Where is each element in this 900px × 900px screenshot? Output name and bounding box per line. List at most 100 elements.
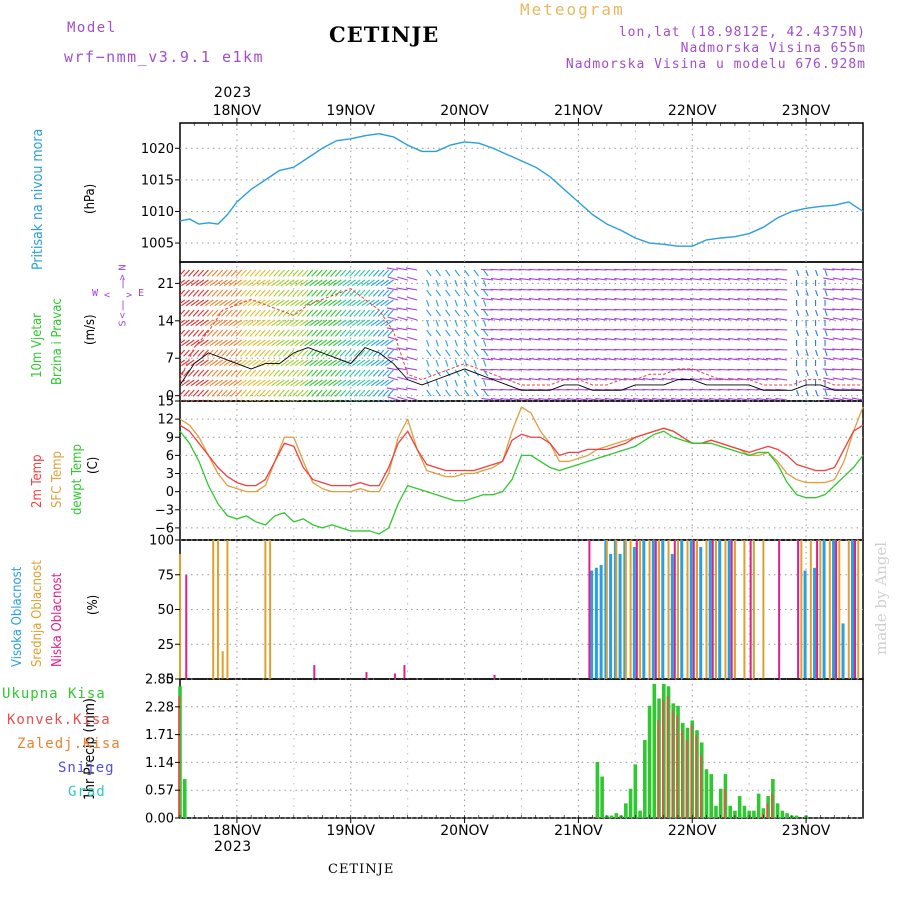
- wind-barb: [268, 269, 276, 277]
- wind-barb: [244, 289, 252, 297]
- wind-barb: [595, 277, 607, 281]
- wind-barb: [824, 389, 828, 397]
- wind-barb: [337, 279, 347, 287]
- wind-barb: [368, 289, 375, 297]
- wind-barb: [334, 289, 342, 297]
- wind-barb: [271, 359, 280, 367]
- total-rain-bar: [742, 805, 747, 818]
- wind-barb: [306, 309, 314, 317]
- wind-barb: [228, 279, 238, 287]
- wind-barb: [356, 279, 366, 287]
- wind-barb: [230, 369, 238, 377]
- wind-barb: [313, 339, 323, 347]
- wind-barb: [202, 289, 209, 297]
- total-rain-bar: [728, 805, 732, 818]
- wind-barb: [200, 339, 209, 347]
- wind-barb: [180, 319, 186, 325]
- wind-barb: [380, 359, 390, 367]
- wind-barb: [361, 359, 371, 367]
- wind-barb: [181, 279, 190, 287]
- cloud-bar: [667, 540, 670, 679]
- wind-barb: [841, 288, 854, 291]
- wind-barb: [363, 329, 371, 337]
- wind-barb: [266, 279, 276, 287]
- wind-barb: [435, 389, 442, 397]
- wind-barb: [233, 359, 242, 367]
- wind-barb: [337, 379, 347, 387]
- day-label-top: 19NOV: [326, 103, 375, 119]
- wind-barb: [328, 359, 337, 367]
- wind-barb: [219, 339, 228, 347]
- wind-barb: [219, 359, 228, 367]
- wind-barb: [353, 289, 361, 297]
- wind-barb: [228, 379, 238, 387]
- wind-barb: [259, 369, 266, 377]
- wind-barb: [183, 349, 190, 357]
- wind-barb: [297, 329, 304, 337]
- wind-barb: [652, 297, 664, 301]
- wind-barb: [271, 339, 280, 347]
- wind-barb: [490, 317, 503, 321]
- cloud-bar: [828, 540, 831, 679]
- wind-barb: [765, 277, 778, 281]
- wind-barb: [386, 367, 399, 371]
- wind-barb: [832, 348, 845, 351]
- wind-barb: [775, 377, 788, 381]
- cloud-bar: [854, 540, 857, 679]
- cloud-bar: [835, 540, 838, 679]
- wind-barb: [775, 288, 788, 291]
- wind-barb: [334, 369, 342, 377]
- cloud-bar: [313, 665, 316, 679]
- wind-barb: [287, 309, 295, 317]
- cloud-bar: [762, 540, 765, 679]
- wind-barb: [435, 329, 442, 337]
- y-tick-label: 12: [157, 413, 174, 428]
- wind-barb: [187, 289, 195, 297]
- wind-barb: [614, 357, 626, 361]
- wind-barb: [661, 357, 674, 361]
- wind-barb: [290, 319, 299, 327]
- wind-barb: [214, 299, 224, 307]
- wind-barb: [445, 379, 449, 387]
- pressure-unit: (hPa): [83, 183, 98, 214]
- cloud-bar: [624, 540, 627, 679]
- wind-barb: [464, 359, 468, 367]
- wind-barb: [623, 357, 636, 361]
- wind-barb: [275, 379, 285, 387]
- cloud-bar: [588, 540, 591, 679]
- wind-barb: [323, 279, 333, 287]
- wind-barb: [509, 337, 522, 341]
- wind-barb: [538, 297, 551, 301]
- wind-barb: [699, 337, 712, 341]
- wind-barb: [206, 329, 214, 337]
- wind-barb: [347, 339, 356, 347]
- wind-barb: [614, 297, 626, 301]
- wind-barb: [351, 319, 361, 327]
- wind-barb: [287, 389, 295, 397]
- panel-frame-precipitation: [179, 678, 864, 819]
- cloud-bar: [692, 540, 695, 679]
- wind-barb: [268, 349, 276, 357]
- wind-barb: [718, 397, 731, 401]
- wind-barb: [375, 339, 385, 347]
- wind-barb: [815, 369, 819, 377]
- wind-barb: [294, 379, 304, 387]
- wind-barb: [832, 368, 845, 371]
- wind-barb: [566, 357, 579, 361]
- wind-barb: [397, 316, 408, 321]
- cloud-bar: [730, 540, 733, 679]
- wind-barb: [361, 339, 371, 347]
- wind-barb: [192, 349, 200, 357]
- wind-barb: [366, 279, 375, 287]
- cloud-bar: [851, 540, 855, 679]
- wind-barb: [280, 319, 290, 327]
- wind-barb: [775, 317, 788, 321]
- wind-barb: [386, 307, 399, 311]
- wind-barb: [351, 299, 361, 307]
- wind-barb: [756, 337, 769, 341]
- wind-barb: [282, 349, 290, 357]
- wind-barb: [538, 397, 551, 401]
- wind-barb: [273, 269, 281, 277]
- model-elevation-label: Nadmorska Visina u modelu 676.928m: [565, 57, 866, 72]
- wind-barb: [296, 399, 299, 401]
